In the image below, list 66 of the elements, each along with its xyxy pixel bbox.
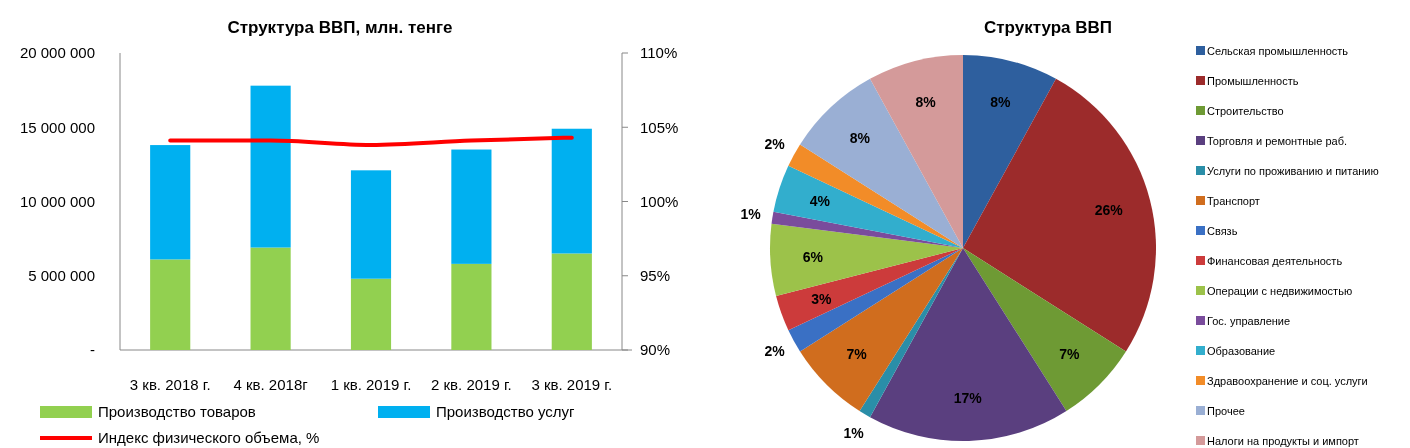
bar — [250, 247, 291, 350]
y-tick-label: 10 000 000 — [19, 192, 95, 210]
data-label: 7% — [1059, 346, 1081, 363]
data-label: 2% — [764, 136, 786, 153]
y2-tick-label: 105% — [640, 118, 679, 136]
legend-label: Услуги по проживанию и питанию — [1207, 164, 1379, 177]
data-label: 8% — [990, 94, 1012, 111]
bar — [551, 128, 592, 254]
pie-slice — [776, 248, 963, 331]
legend-label: Здравоохранение и соц. услуги — [1207, 374, 1368, 387]
data-label: 3% — [811, 290, 833, 307]
y2-tick-label: 100% — [640, 192, 679, 210]
bar — [451, 149, 492, 264]
pie-slice — [800, 78, 963, 248]
pie-slice — [771, 211, 963, 248]
x-tick-label: 2 кв. 2019 г. — [431, 376, 512, 393]
legend-label: Транспорт — [1207, 194, 1260, 207]
x-tick-label: 3 кв. 2018 г. — [129, 376, 211, 393]
bar — [250, 85, 291, 248]
chart-title: Структура ВВП — [983, 18, 1113, 37]
bar — [451, 263, 492, 350]
x-tick-label: 4 кв. 2018г — [233, 376, 309, 393]
data-label: 7% — [846, 346, 868, 363]
legend-label: Строительство — [1207, 104, 1284, 117]
data-label: 2% — [764, 343, 786, 360]
legend-label: Торговля и ремонтные раб. — [1207, 134, 1347, 147]
x-tick-label: 3 кв. 2019 г. — [531, 376, 613, 393]
legend-label: Сельская промышленность — [1207, 44, 1349, 57]
data-label: 1% — [843, 424, 865, 441]
y2-tick-label: 95% — [640, 267, 671, 284]
bar — [350, 170, 392, 279]
pie-slice — [788, 144, 963, 248]
y2-tick-label: 90% — [640, 341, 671, 359]
legend-label: Гос. управление — [1207, 314, 1291, 327]
legend-label: Связь — [1207, 224, 1238, 237]
pie-slice — [963, 55, 1056, 248]
bar — [150, 259, 191, 350]
y-tick-label: 5 000 000 — [28, 267, 95, 284]
pie-slice — [770, 223, 963, 296]
data-label: 6% — [802, 249, 824, 266]
legend-label: Налоги на продукты и импорт — [1207, 434, 1359, 447]
data-label: 8% — [915, 94, 937, 111]
y2-tick-label: 110% — [640, 44, 678, 62]
legend-label: Финансовая деятельность — [1207, 254, 1343, 267]
legend-label: Индекс физического объема, % — [98, 429, 320, 447]
data-label: 26% — [1094, 202, 1124, 219]
data-label: 4% — [809, 193, 831, 210]
pie-slice — [870, 55, 963, 248]
x-tick-label: 1 кв. 2019 г. — [330, 376, 412, 393]
legend-label: Промышленность — [1207, 74, 1299, 87]
bar — [350, 278, 392, 350]
y-tick-label: 20 000 000 — [19, 44, 95, 62]
pie-slice — [773, 165, 963, 248]
y-tick-label: 15 000 000 — [19, 118, 95, 136]
legend-label: Производство услуг — [436, 403, 576, 421]
legend-label: Операции с недвижимостью — [1207, 284, 1353, 297]
chart-title: Структура ВВП, млн. тенге — [227, 18, 453, 37]
bar — [150, 145, 191, 260]
data-label: 8% — [849, 130, 871, 147]
legend-label: Прочее — [1207, 404, 1245, 417]
y-tick-label: - — [90, 341, 95, 359]
legend-label: Образование — [1207, 344, 1276, 357]
data-label: 1% — [740, 206, 762, 223]
bar — [551, 253, 592, 350]
data-label: 17% — [953, 390, 983, 407]
legend-label: Производство товаров — [98, 403, 256, 421]
